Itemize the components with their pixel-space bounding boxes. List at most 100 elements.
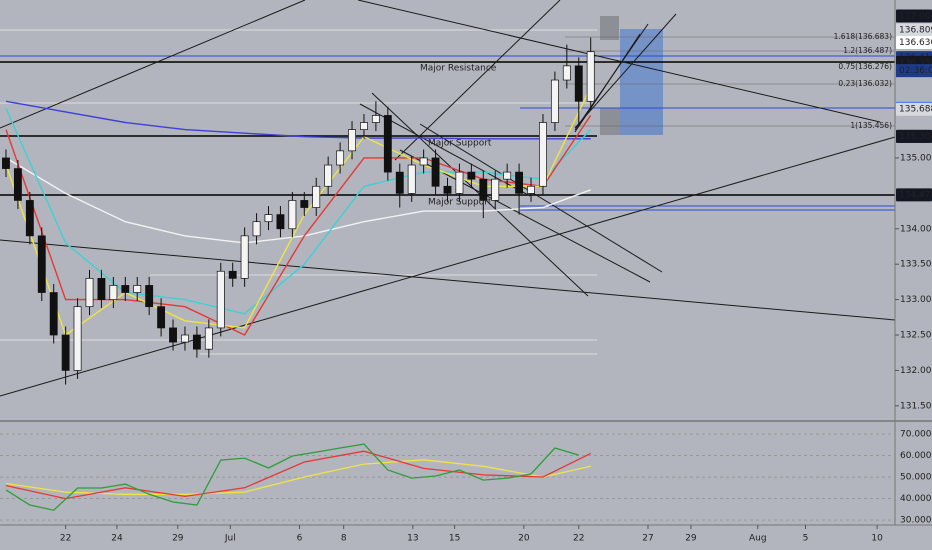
candle-body: [240, 235, 249, 279]
x-tick-label: 22: [573, 534, 584, 544]
x-tick-label: Aug: [749, 534, 767, 544]
price-tag: [896, 9, 932, 23]
candle-body: [348, 129, 356, 152]
y-tick-label: 133.000: [900, 295, 932, 305]
candle-body: [539, 122, 547, 187]
candle-body: [276, 214, 285, 230]
candle-body: [550, 79, 559, 123]
annotation: 0.23(136.032): [838, 79, 892, 88]
candle-body: [395, 171, 404, 194]
candle-body: [2, 157, 10, 169]
trend-line: [357, 0, 881, 123]
countdown-tag: [896, 64, 932, 78]
candle-body: [169, 327, 177, 343]
indicator-line: [5, 459, 591, 495]
candle-body: [252, 221, 261, 237]
annotation: 1(135.456): [850, 121, 892, 130]
trend-line: [574, 33, 641, 133]
x-tick-label: 13: [407, 534, 418, 544]
y-tick-label: 40.000: [900, 494, 932, 504]
candle-body: [324, 164, 333, 187]
x-tick-label: 22: [60, 534, 71, 544]
x-tick-label: Jul: [224, 534, 236, 544]
x-tick-label: 15: [449, 534, 460, 544]
y-tick-label: 135.000: [900, 153, 932, 163]
y-tick-label: 131.500: [900, 401, 932, 411]
y-tick-label: 132.000: [900, 366, 932, 376]
x-tick-label: 27: [642, 534, 653, 544]
annotation: Major Resistance: [420, 64, 497, 74]
candle-body: [419, 157, 428, 166]
candle-body: [360, 122, 368, 130]
indicator-line: [5, 443, 579, 511]
y-tick-label: 133.500: [900, 260, 932, 270]
price-tag-label: 134.478: [899, 190, 932, 200]
price-tag: [896, 35, 932, 49]
candle-body: [25, 200, 34, 237]
trend-line: [0, 136, 896, 397]
candle-body: [97, 277, 106, 300]
candle-body: [121, 285, 130, 293]
x-tick-label: 29: [172, 534, 184, 544]
annotation: Major Support: [428, 198, 492, 208]
stop-box: [600, 16, 619, 40]
x-tick-label: 29: [685, 534, 697, 544]
candle-body: [443, 185, 452, 194]
y-tick-label: 132.500: [900, 331, 932, 341]
candle-body: [527, 185, 535, 194]
price-tag: [896, 188, 932, 202]
candle-body: [562, 65, 571, 81]
candle-body: [181, 334, 189, 343]
candle-body: [300, 200, 309, 208]
annotation: Major Support: [428, 139, 492, 149]
x-tick-label: 24: [111, 534, 123, 544]
candle-body: [264, 214, 273, 223]
candle-body: [467, 171, 476, 180]
candle-body: [61, 334, 70, 371]
annotation: 1.618(136.683): [834, 32, 892, 41]
x-tick-label: 8: [341, 534, 347, 544]
candle-body: [455, 171, 464, 194]
moving-average: [5, 115, 592, 336]
candle-body: [85, 277, 94, 308]
annotation: 0.75(136.276): [838, 62, 892, 71]
y-tick-label: 30.000: [900, 516, 932, 526]
candle-body: [228, 270, 237, 279]
candle-body: [204, 327, 213, 350]
candle-body: [73, 306, 82, 371]
moving-average: [5, 100, 591, 140]
candle-body: [216, 270, 225, 329]
candle-body: [407, 164, 416, 194]
candle-body: [503, 171, 512, 180]
candle-body: [515, 171, 524, 194]
countdown: 02:36:03: [899, 66, 932, 76]
price-tag-label: 135.304: [899, 132, 932, 142]
candle-body: [586, 51, 595, 102]
candle-body: [479, 178, 488, 201]
y-tick-label: 60.000: [900, 451, 932, 461]
trend-line: [394, 0, 561, 161]
trend-line: [0, 239, 896, 321]
candle-body: [288, 200, 297, 230]
target-box: [620, 29, 663, 135]
candle-body: [133, 285, 142, 293]
x-tick-label: 10: [871, 534, 883, 544]
x-tick-label: 6: [297, 534, 303, 544]
candle-body: [312, 185, 321, 208]
price-tag-label: 135.688: [899, 105, 932, 115]
moving-average: [5, 108, 592, 315]
candle-body: [13, 168, 22, 201]
annotation: 1.2(136.487): [843, 46, 892, 55]
x-tick-label: 5: [803, 534, 809, 544]
trend-line: [574, 13, 677, 129]
price-tag-label: 137.004: [899, 12, 932, 22]
y-tick-label: 50.000: [900, 473, 932, 483]
price-tag: [896, 23, 932, 37]
candle-body: [109, 285, 118, 300]
y-tick-label: 134.000: [900, 224, 932, 234]
candle-body: [371, 115, 380, 123]
candle-body: [491, 178, 500, 201]
candle-body: [192, 334, 201, 350]
